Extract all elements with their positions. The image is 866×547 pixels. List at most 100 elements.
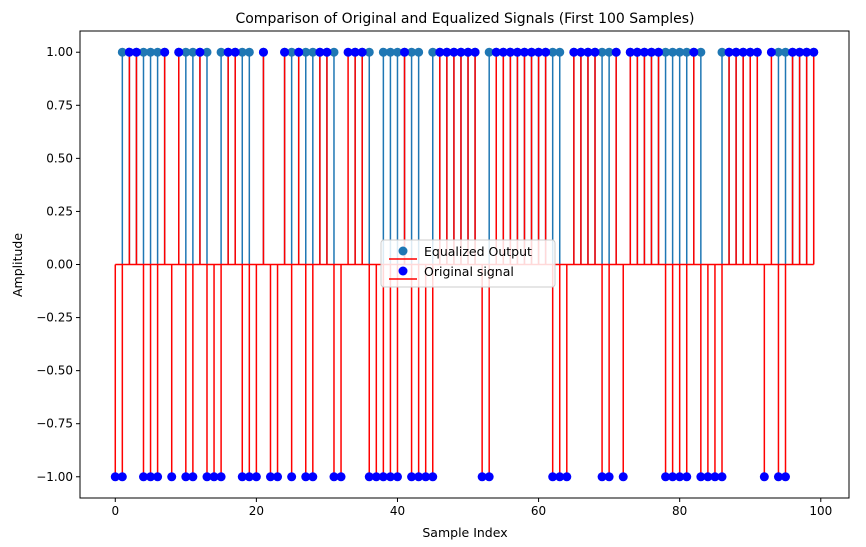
equalized-marker xyxy=(117,47,127,57)
original-marker xyxy=(153,472,163,482)
original-marker xyxy=(265,472,275,482)
original-marker xyxy=(576,47,586,57)
original-marker xyxy=(392,472,402,482)
chart-title: Comparison of Original and Equalized Sig… xyxy=(235,11,694,27)
original-marker xyxy=(273,472,283,482)
x-tick-label: 60 xyxy=(531,504,546,518)
original-marker xyxy=(251,472,261,482)
original-marker xyxy=(583,47,593,57)
original-marker xyxy=(258,47,268,57)
original-marker xyxy=(287,472,297,482)
equalized-marker xyxy=(181,47,191,57)
equalized-marker xyxy=(717,47,727,57)
original-marker xyxy=(322,47,332,57)
y-tick-label: 0.25 xyxy=(46,204,73,218)
original-marker xyxy=(138,472,148,482)
original-marker xyxy=(675,472,685,482)
original-marker xyxy=(414,472,424,482)
original-marker xyxy=(470,47,480,57)
original-marker xyxy=(195,47,205,57)
y-tick-label: 0.50 xyxy=(46,151,73,165)
equalized-marker xyxy=(378,47,388,57)
legend-box xyxy=(380,239,556,288)
legend-marker-equalized xyxy=(398,246,408,256)
equalized-marker xyxy=(696,47,706,57)
original-marker xyxy=(435,47,445,57)
original-marker xyxy=(484,472,494,482)
original-marker xyxy=(696,472,706,482)
original-marker xyxy=(181,472,191,482)
equalized-marker xyxy=(675,47,685,57)
equalized-marker xyxy=(237,47,247,57)
equalized-marker xyxy=(781,47,791,57)
original-marker xyxy=(421,472,431,482)
original-marker xyxy=(117,472,127,482)
original-marker xyxy=(505,47,515,57)
equalized-marker xyxy=(385,47,395,57)
original-marker xyxy=(519,47,529,57)
original-marker xyxy=(244,472,254,482)
original-marker xyxy=(527,47,537,57)
original-marker xyxy=(456,47,466,57)
original-marker xyxy=(703,472,713,482)
legend-marker-original xyxy=(398,266,408,276)
equalized-marker xyxy=(682,47,692,57)
original-marker xyxy=(682,472,692,482)
original-marker xyxy=(632,47,642,57)
original-marker xyxy=(646,47,656,57)
original-marker xyxy=(343,47,353,57)
y-tick-label: 0.75 xyxy=(46,98,73,112)
original-marker xyxy=(639,47,649,57)
x-tick-label: 40 xyxy=(390,504,405,518)
original-marker xyxy=(202,472,212,482)
original-marker xyxy=(802,47,812,57)
equalized-marker xyxy=(301,47,311,57)
original-marker xyxy=(385,472,395,482)
equalized-marker xyxy=(146,47,156,57)
x-tick-label: 80 xyxy=(672,504,687,518)
original-marker xyxy=(463,47,473,57)
equalized-marker xyxy=(153,47,163,57)
equalized-marker xyxy=(364,47,374,57)
original-marker xyxy=(378,472,388,482)
equalized-marker xyxy=(661,47,671,57)
original-marker xyxy=(534,47,544,57)
x-tick-label: 0 xyxy=(111,504,119,518)
original-marker xyxy=(759,472,769,482)
original-marker xyxy=(689,47,699,57)
y-tick-label: 1.00 xyxy=(46,45,73,59)
y-tick-label: −0.75 xyxy=(36,417,73,431)
axis-ticks: 0 20 40 60 80 100 1.00 0.75 0.50 0.25 0.00 −0.25 −0.… xyxy=(36,45,832,518)
y-tick-label: −0.25 xyxy=(36,311,73,325)
original-marker xyxy=(512,47,522,57)
equalized-marker xyxy=(604,47,614,57)
original-marker xyxy=(223,47,233,57)
original-marker xyxy=(301,472,311,482)
original-marker xyxy=(449,47,459,57)
equalized-marker xyxy=(287,47,297,57)
equalized-marker xyxy=(555,47,565,57)
original-marker xyxy=(724,47,734,57)
original-marker xyxy=(280,47,290,57)
original-marker xyxy=(131,47,141,57)
equalized-marker xyxy=(548,47,558,57)
original-marker xyxy=(315,47,325,57)
original-marker xyxy=(795,47,805,57)
original-marker xyxy=(428,472,438,482)
original-marker xyxy=(717,472,727,482)
original-marker xyxy=(146,472,156,482)
original-marker xyxy=(625,47,635,57)
original-marker xyxy=(597,472,607,482)
equalized-marker xyxy=(244,47,254,57)
original-marker xyxy=(604,472,614,482)
original-marker xyxy=(188,472,198,482)
original-marker xyxy=(611,47,621,57)
original-marker xyxy=(407,472,417,482)
equalized-marker xyxy=(773,47,783,57)
original-marker xyxy=(124,47,134,57)
original-marker xyxy=(548,472,558,482)
equalized-marker xyxy=(202,47,212,57)
original-marker xyxy=(230,47,240,57)
y-tick-label: −1.00 xyxy=(36,470,73,484)
